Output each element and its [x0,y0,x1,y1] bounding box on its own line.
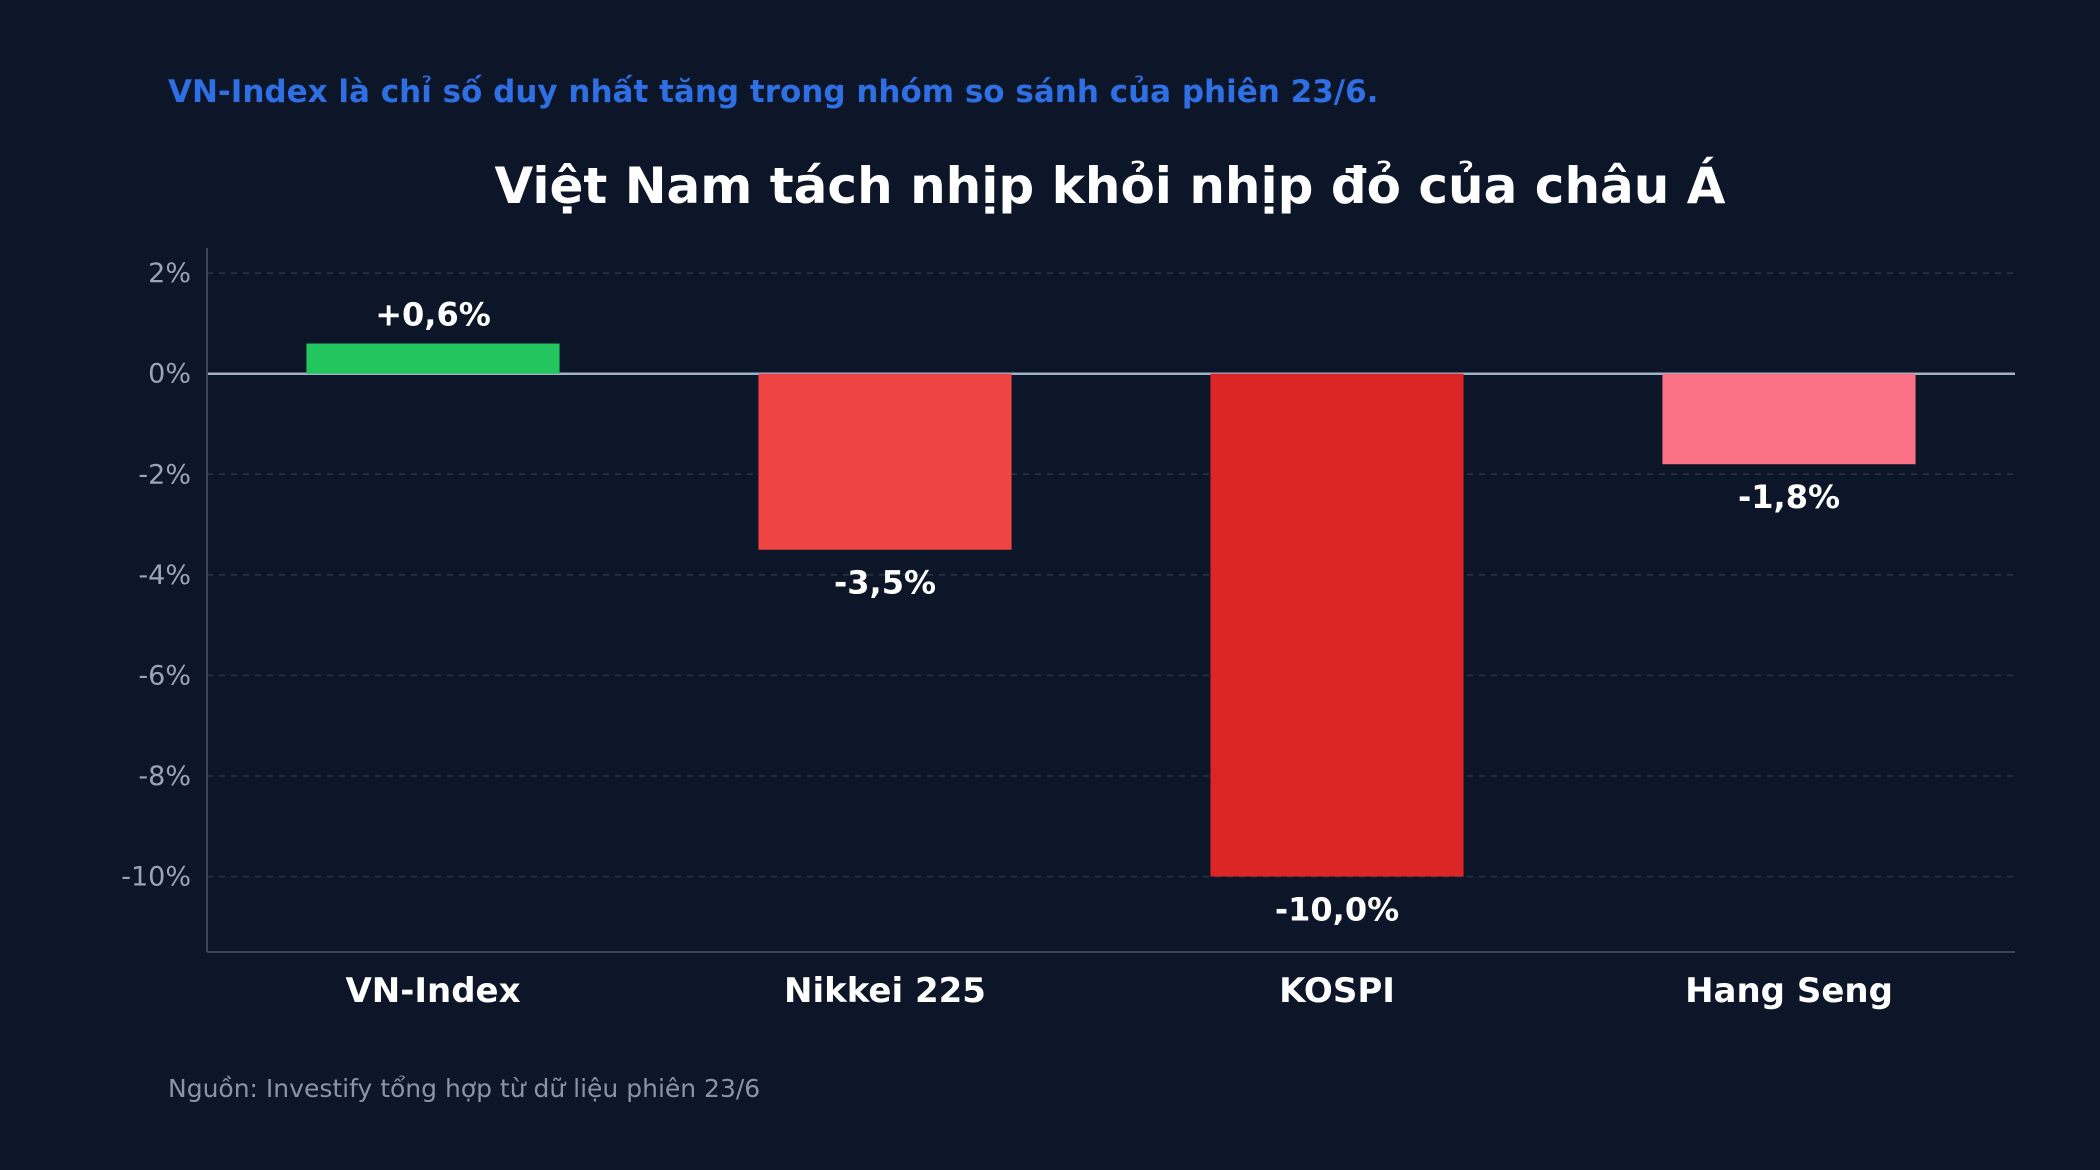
y-tick-label: -2% [138,459,191,490]
x-tick-label: Hang Seng [1685,971,1893,1011]
axis-layer: 2% 0% -2% -4% -6% -8% -10% [121,248,2015,953]
y-tick-label: -4% [138,560,191,591]
x-tick-label: VN-Index [345,971,520,1011]
y-tick-label: 2% [148,258,191,289]
labels-layer: +0,6% VN-Index -3,5% Nikkei 225 -10,0% KOSPI -… [345,296,1892,1011]
data-label: -10,0% [1275,891,1399,929]
bars-layer [306,343,1916,877]
x-tick-label: Nikkei 225 [784,971,986,1011]
bar [1662,373,1916,465]
y-tick-label: -6% [138,660,191,691]
bar [758,373,1012,550]
y-tick-label: 0% [148,359,191,390]
data-label: -1,8% [1738,478,1840,516]
chart-title: Việt Nam tách nhịp khỏi nhịp đỏ của châu… [495,156,1726,215]
bar [1210,373,1464,877]
data-label: +0,6% [375,296,491,334]
source-note: Nguồn: Investify tổng hợp từ dữ liệu phi… [168,1074,761,1103]
data-label: -3,5% [834,564,936,602]
y-tick-label: -10% [121,862,191,893]
y-tick-label: -8% [138,761,191,792]
bar [306,343,560,374]
chart-subtitle: VN-Index là chỉ số duy nhất tăng trong n… [168,74,1379,110]
x-tick-label: KOSPI [1279,971,1395,1011]
